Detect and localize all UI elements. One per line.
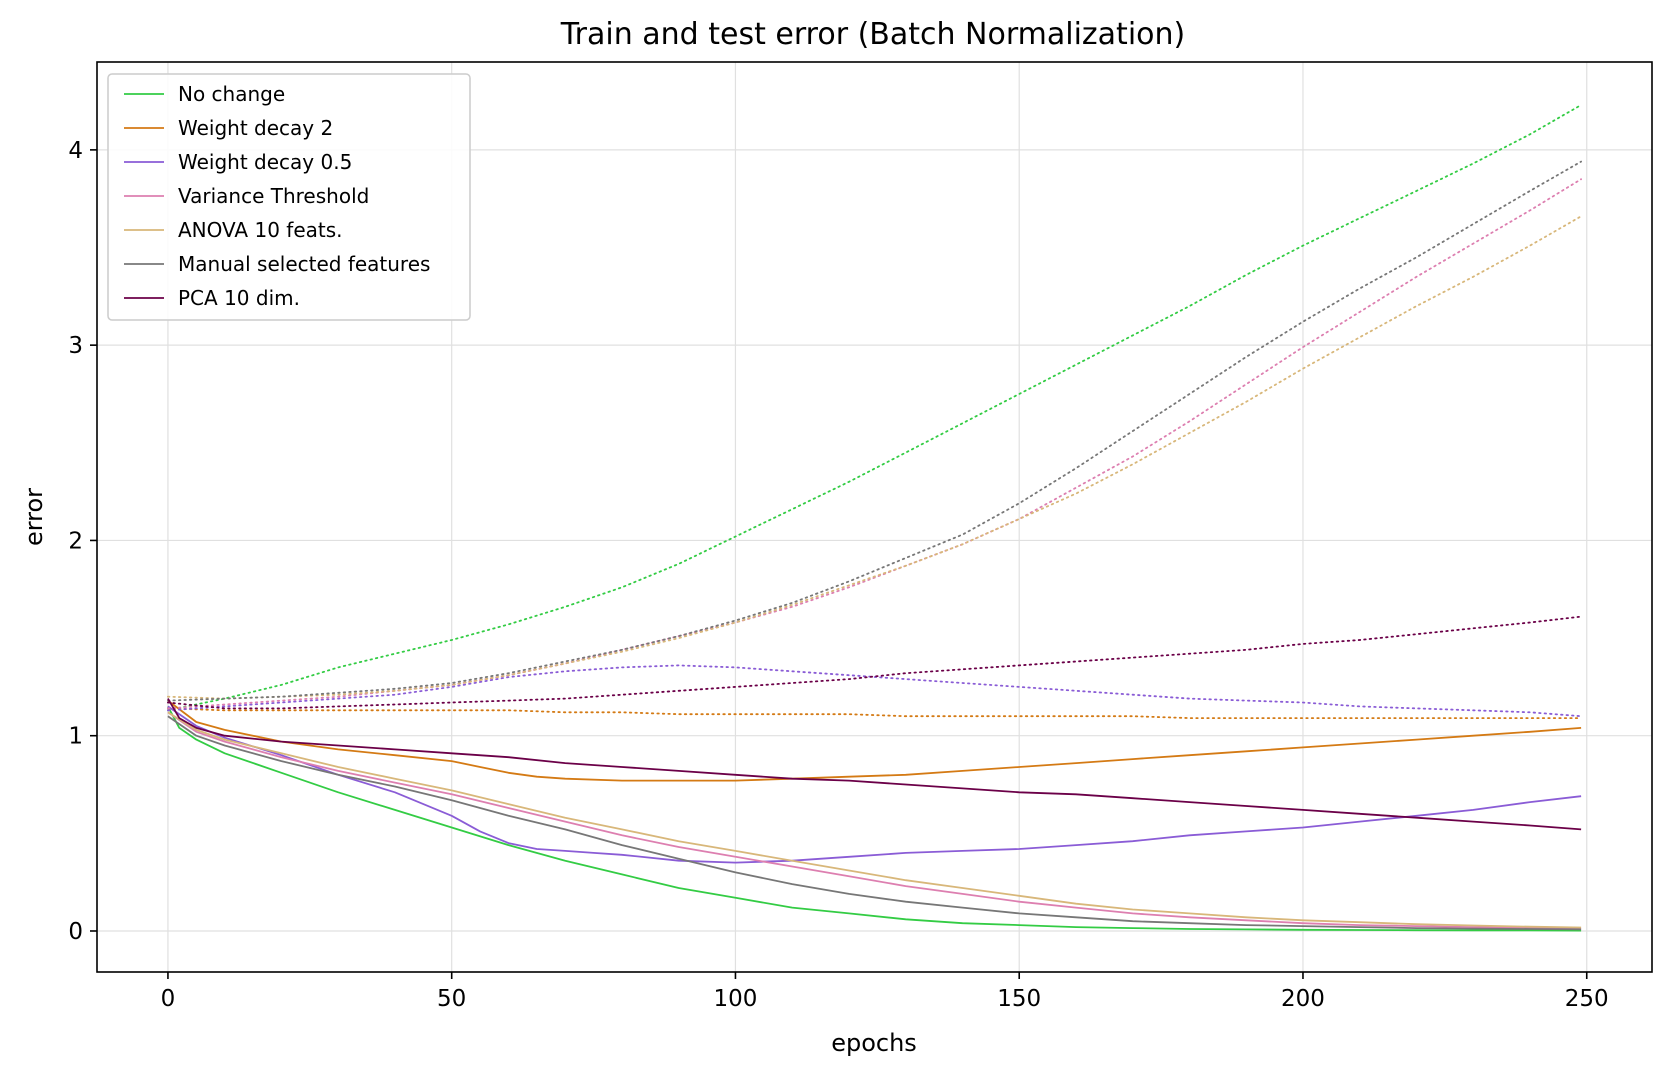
legend-label: Weight decay 0.5 [178,150,352,174]
y-tick-label: 3 [68,333,83,359]
train-line-manual-selected-features [167,715,1582,931]
legend: No change Weight decay 2 Weight decay 0.5 V… [107,73,471,321]
train-line-pca-10-dim [167,698,1582,831]
y-axis: 0 1 2 3 4 [68,138,97,945]
x-tick-label: 100 [714,986,758,1012]
train-line-variance-threshold [167,711,1582,930]
series-layer [167,104,1582,932]
train-line-anova-10-feats [167,711,1582,929]
x-axis-label: epochs [831,1029,917,1057]
test-line-no-change [167,104,1582,712]
x-tick-label: 150 [997,986,1041,1012]
x-axis: 0 50 100 150 200 250 [161,972,1609,1012]
x-tick-label: 200 [1281,986,1325,1012]
legend-label: Variance Threshold [178,184,369,208]
test-line-anova-10-feats [167,215,1582,700]
test-line-weight-decay-2 [167,707,1582,719]
y-tick-label: 2 [68,528,83,554]
train-line-weight-decay-0-5 [167,705,1582,864]
legend-label: PCA 10 dim. [178,286,300,310]
train-line-weight-decay-2 [167,699,1582,782]
legend-label: No change [178,82,285,106]
plot-frame [96,61,1653,973]
legend-label: Weight decay 2 [178,116,333,140]
train-line-no-change [167,705,1582,932]
y-tick-label: 0 [68,919,83,945]
test-line-manual-selected-features [167,160,1582,702]
test-line-pca-10-dim [167,615,1582,710]
legend-label: ANOVA 10 feats. [178,218,343,242]
test-line-weight-decay-0-5 [167,664,1582,718]
y-axis-label: error [20,488,48,546]
legend-box [107,73,471,321]
x-tick-label: 50 [437,986,466,1012]
legend-label: Manual selected features [178,252,430,276]
x-tick-label: 250 [1565,986,1609,1012]
chart-title: Train and test error (Batch Normalizatio… [560,17,1185,52]
y-tick-label: 1 [68,724,83,750]
y-tick-label: 4 [68,138,83,164]
x-tick-label: 0 [161,986,176,1012]
